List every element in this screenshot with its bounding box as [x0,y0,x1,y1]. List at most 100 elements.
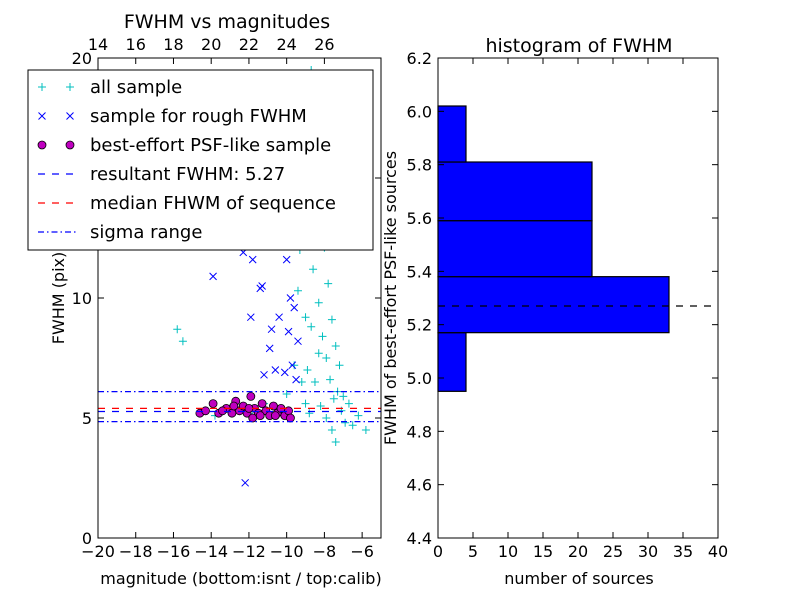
data-point [282,255,291,264]
data-point [288,361,297,370]
y-tick-label: 4.8 [407,422,432,441]
x-tick-label: −14 [194,542,228,561]
data-point [344,399,353,408]
left-chart-title: FWHM vs magnitudes [124,11,330,33]
data-point [322,414,331,422]
legend-marker [66,83,74,91]
legend-marker [66,112,74,120]
right-x-axis-label: number of sources [504,569,654,588]
data-point [201,406,210,416]
data-point [246,313,255,322]
y-tick-label: 5.2 [407,316,432,335]
data-point [229,401,239,411]
data-point [354,411,363,420]
left-y-axis-label: FWHM (pix) [49,252,68,345]
legend-label: all sample [90,77,182,98]
data-point [255,411,265,421]
x-tick-label: 15 [533,542,553,561]
data-point [208,399,218,409]
data-point [209,272,217,281]
x-tick-label: 40 [708,542,728,561]
right-y-axis-label: FWHM of best-effort PSF-like sources [381,151,400,445]
right-chart: histogram of FWHM number of sources FWHM… [381,35,728,588]
y-tick-label: 10 [72,289,92,308]
data-point [265,344,274,353]
top-x-tick-label: 16 [126,35,146,54]
y-tick-label: 4.6 [407,476,432,495]
legend-item: best-effort PSF-like sample [37,135,331,156]
y-tick-label: 20 [72,49,92,68]
data-point [314,349,323,358]
top-x-tick-label: 14 [88,35,108,54]
legend-marker [38,112,46,120]
legend-marker [37,140,47,150]
data-point [331,438,340,446]
x-tick-label: 0 [433,542,443,561]
y-tick-label: 0 [82,529,92,548]
data-point [331,342,340,350]
data-point [282,390,291,398]
series-2 [195,391,295,423]
data-point [280,368,289,377]
legend-item: sample for rough FWHM [38,106,307,127]
data-point [173,325,182,334]
x-tick-label: 5 [468,542,478,561]
x-tick-label: −20 [81,542,115,561]
x-tick-label: 35 [673,542,693,561]
right-plot-area: 0 5 10 15 20 25 30 35 40 4.4 4.6 4.8 5.0 5.2 5.4 5.6 5.8… [407,49,729,561]
histogram-bar [437,105,467,163]
top-x-tick-label: 22 [239,35,259,54]
legend-label: sigma range [90,222,202,243]
y-tick-label: 4.4 [407,529,432,548]
data-point [329,394,338,403]
x-tick-label: −6 [350,542,374,561]
x-tick-label: −18 [119,542,153,561]
legend-marker [38,83,46,91]
data-point [270,411,280,421]
data-point [260,370,268,379]
x-tick-label: −8 [313,542,337,561]
data-point [267,325,276,334]
data-point [241,478,250,487]
legend-box [27,69,374,251]
data-point [275,313,283,322]
left-x-axis-label: magnitude (bottom:isnt / top:calib) [100,569,381,588]
data-point [246,391,256,401]
legend-item: sigma range [38,222,202,243]
data-point [292,375,300,384]
legend-label: median FHWM of sequence [90,193,336,214]
data-point [348,421,357,430]
data-point [327,426,336,434]
x-tick-label: −12 [232,542,266,561]
histogram-bar [437,332,467,392]
histogram-bar [437,276,670,334]
legend-label: sample for rough FWHM [90,106,307,127]
legend-marker [65,140,75,150]
data-point [326,375,335,384]
data-point [258,282,266,290]
x-tick-label: 30 [638,542,658,561]
data-point [294,337,302,346]
data-point [178,337,187,346]
x-tick-label: 25 [603,542,623,561]
data-point [327,315,336,324]
data-point [284,327,293,336]
y-tick-label: 5.6 [407,209,432,228]
data-point [324,279,333,288]
y-tick-label: 6.0 [407,102,432,121]
data-point [286,413,295,423]
y-tick-label: 5.0 [407,369,432,388]
right-chart-title: histogram of FWHM [485,35,672,57]
y-tick-label: 5.4 [407,262,432,281]
histogram-bar [437,220,593,278]
top-x-tick-label: 20 [201,35,221,54]
data-point [248,413,258,423]
x-tick-label: 10 [498,542,518,561]
top-x-tick-label: 18 [163,35,183,54]
legend-label: best-effort PSF-like sample [90,135,331,156]
y-tick-label: 5.8 [407,156,432,175]
legend-label: resultant FWHM: 5.27 [90,164,285,185]
left-chart: FWHM vs magnitudes magnitude (bottom:isn… [49,11,382,588]
top-x-tick-label: 24 [276,35,296,54]
